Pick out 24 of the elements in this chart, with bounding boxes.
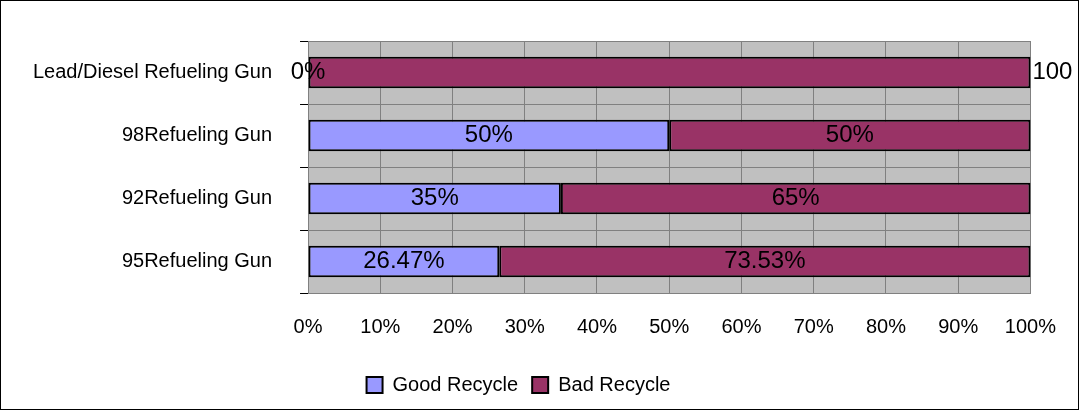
x-tick-label: 100%: [1004, 314, 1057, 337]
x-tick-label: 50%: [649, 314, 690, 337]
x-tick-label: 70%: [793, 314, 834, 337]
x-tick-label: 90%: [938, 314, 979, 337]
data-label: 50%: [464, 120, 513, 148]
x-tick-label: 20%: [432, 314, 473, 337]
y-tick-label: 92Refueling Gun: [121, 186, 273, 209]
x-tick-label: 80%: [865, 314, 907, 337]
data-label: 65%: [771, 183, 820, 211]
data-label: 73.53%: [724, 246, 806, 274]
data-label: 100: [1032, 57, 1073, 85]
x-tick-label: 10%: [360, 314, 401, 337]
x-tick-label: 60%: [721, 314, 762, 337]
data-label: 35%: [410, 183, 459, 211]
x-tick-label: 30%: [504, 314, 545, 337]
legend-label: Good Recycle: [392, 372, 519, 395]
x-tick-label: 0%: [293, 314, 323, 337]
y-tick-label: 98Refueling Gun: [121, 123, 273, 146]
y-tick-label: 95Refueling Gun: [121, 249, 273, 272]
y-tick-label: Lead/Diesel Refueling Gun: [33, 60, 273, 83]
legend-label: Bad Recycle: [558, 372, 671, 395]
data-label: 50%: [825, 120, 874, 148]
data-label: 26.47%: [363, 246, 445, 274]
x-tick-label: 40%: [576, 314, 618, 337]
